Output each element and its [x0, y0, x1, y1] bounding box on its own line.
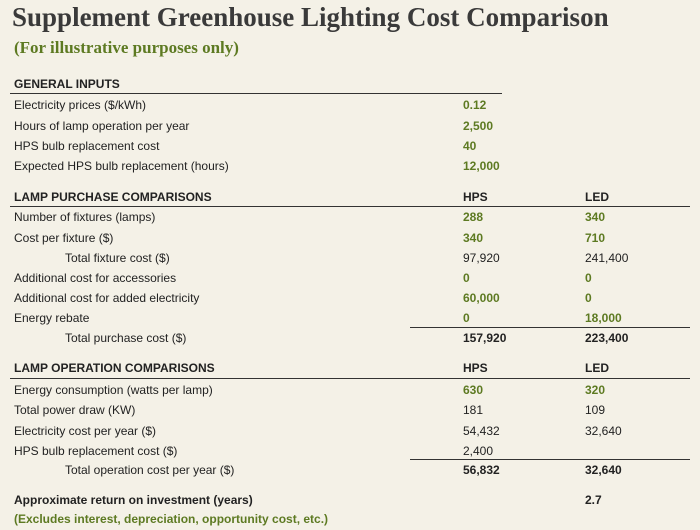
column-header: LED — [585, 190, 609, 204]
rule — [10, 378, 690, 379]
total-label: Total operation cost per year ($) — [65, 463, 235, 477]
value: 340 — [585, 210, 606, 224]
row-label: Electricity prices ($/kWh) — [14, 98, 147, 112]
row-label: HPS bulb replacement cost — [14, 139, 160, 153]
section-title: LAMP PURCHASE COMPARISONS — [14, 190, 212, 204]
value: 288 — [463, 210, 484, 224]
row-label: Electricity cost per year ($) — [14, 424, 157, 438]
value: 710 — [585, 231, 606, 245]
row-label: Expected HPS bulb replacement (hours) — [14, 159, 229, 173]
section-title: GENERAL INPUTS — [14, 77, 120, 91]
column-header: HPS — [463, 361, 488, 375]
roi-note: (Excludes interest, depreciation, opport… — [14, 512, 329, 526]
row-label: Total fixture cost ($) — [65, 251, 170, 265]
value: 0.12 — [463, 98, 487, 112]
row-label: HPS bulb replacement cost ($) — [14, 444, 178, 458]
title: Supplement Greenhouse Lighting Cost Comp… — [12, 2, 609, 32]
value: 2,500 — [463, 119, 494, 133]
value: 0 — [463, 311, 470, 325]
column-header: LED — [585, 361, 609, 375]
value: 0 — [585, 291, 592, 305]
total-value: 223,400 — [585, 331, 629, 345]
value: 97,920 — [463, 251, 500, 265]
row-label: Number of fixtures (lamps) — [14, 210, 156, 224]
column-header: HPS — [463, 190, 488, 204]
value: 320 — [585, 383, 606, 397]
value: 60,000 — [463, 291, 500, 305]
value: 0 — [585, 271, 592, 285]
row-label: Energy rebate — [14, 311, 90, 325]
row-label: Energy consumption (watts per lamp) — [14, 383, 213, 397]
value: 18,000 — [585, 311, 622, 325]
value: 2,400 — [463, 444, 494, 458]
total-value: 32,640 — [585, 463, 622, 477]
rule — [410, 327, 690, 328]
row-label: Additional cost for added electricity — [14, 291, 200, 305]
value: 0 — [463, 271, 470, 285]
rule — [10, 206, 690, 207]
section-title: LAMP OPERATION COMPARISONS — [14, 361, 215, 375]
row-label: Hours of lamp operation per year — [14, 119, 190, 133]
value: 32,640 — [585, 424, 622, 438]
roi-label: Approximate return on investment (years) — [14, 493, 253, 507]
value: 40 — [463, 139, 477, 153]
value: 12,000 — [463, 159, 500, 173]
rule — [410, 459, 690, 460]
total-label: Total purchase cost ($) — [65, 331, 187, 345]
row-label: Additional cost for accessories — [14, 271, 177, 285]
value: 181 — [463, 403, 484, 417]
roi-value: 2.7 — [585, 493, 602, 507]
row-label: Total power draw (KW) — [14, 403, 136, 417]
rule — [10, 93, 502, 94]
value: 54,432 — [463, 424, 500, 438]
value: 340 — [463, 231, 484, 245]
row-label: Cost per fixture ($) — [14, 231, 114, 245]
value: 109 — [585, 403, 606, 417]
subtitle: (For illustrative purposes only) — [14, 38, 239, 57]
total-value: 157,920 — [463, 331, 507, 345]
total-value: 56,832 — [463, 463, 500, 477]
value: 241,400 — [585, 251, 629, 265]
value: 630 — [463, 383, 484, 397]
